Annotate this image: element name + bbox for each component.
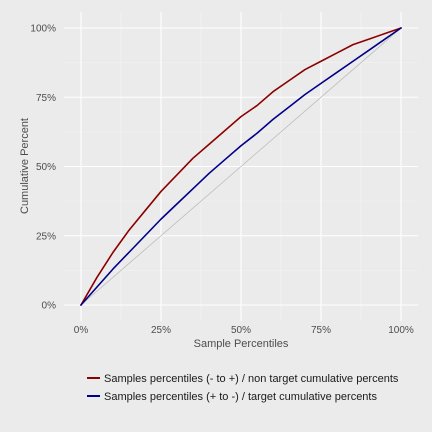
x-tick-labels: 0% 25% 50% 75% 100% [74,325,414,336]
series-line-1 [80,27,402,306]
x-tick-label: 50% [231,325,251,336]
y-tick-label: 75% [36,93,56,104]
y-tick-labels: 0% 25% 50% 75% 100% [30,24,56,312]
x-axis-title: Sample Percentiles [194,338,289,350]
x-tick-label: 0% [74,325,89,336]
y-tick-label: 100% [30,24,56,35]
y-axis-title: Cumulative Percent [19,118,31,214]
y-tick-label: 0% [42,301,57,312]
grid-layer [64,12,418,321]
reference-layer [80,27,402,306]
x-tick-label: 100% [388,325,414,336]
legend: Samples percentiles (- to +) / non targe… [87,373,399,403]
series-layer [80,27,402,306]
legend-label-1: Samples percentiles (- to +) / non targe… [104,373,399,385]
series-line-2 [80,27,402,306]
reference-diagonal-line [80,27,402,306]
y-tick-label: 50% [36,162,56,173]
x-tick-label: 75% [311,325,331,336]
x-tick-label: 25% [151,325,171,336]
y-tick-label: 25% [36,231,56,242]
legend-label-2: Samples percentiles (+ to -) / target cu… [104,391,377,403]
